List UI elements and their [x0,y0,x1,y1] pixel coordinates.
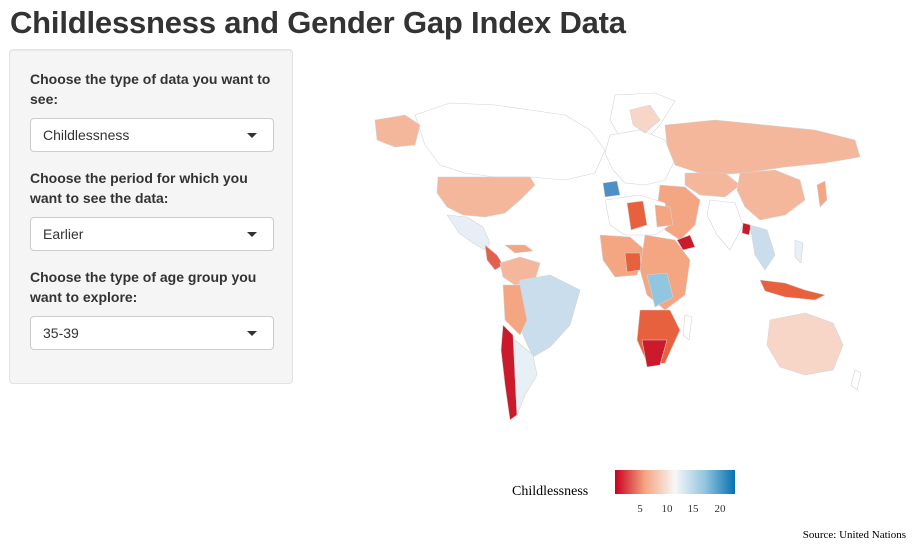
data-type-selected-value: Childlessness [43,127,130,143]
period-select[interactable]: Earlier [30,217,274,251]
period-selected-value: Earlier [43,226,84,242]
data-type-select[interactable]: Childlessness [30,118,274,152]
legend-tick-mark [667,494,668,498]
age-group-control: Choose the type of age group you want to… [30,267,280,350]
region-central-america[interactable] [484,244,504,271]
region-scandinavia[interactable] [629,104,661,134]
age-group-selected-value: 35-39 [43,325,79,341]
legend-tick-mark [693,494,694,498]
region-peru-bolivia[interactable] [502,284,528,336]
period-control: Choose the period for which you want to … [30,168,280,251]
region-yemen[interactable] [676,234,696,251]
region-canada[interactable] [414,102,606,181]
region-caribbean[interactable] [504,244,534,254]
page-title: Childlessness and Gender Gap Index Data [10,5,626,40]
region-indonesia[interactable] [759,279,826,301]
period-label: Choose the period for which you want to … [30,170,248,206]
region-india[interactable] [706,199,744,251]
region-mexico[interactable] [446,214,491,251]
sidebar-panel: Choose the type of data you want to see:… [9,49,293,384]
region-new-zealand[interactable] [850,369,862,391]
region-algeria[interactable] [626,200,648,231]
region-nigeria[interactable] [624,252,642,273]
legend-tick-label: 10 [661,503,673,515]
data-type-control: Choose the type of data you want to see:… [30,69,280,152]
age-group-label: Choose the type of age group you want to… [30,269,257,305]
region-usa[interactable] [436,176,536,218]
legend-tick-label: 15 [687,503,699,515]
region-argentina[interactable] [514,339,538,416]
caret-down-icon [247,133,257,138]
region-china[interactable] [736,169,806,221]
region-russia[interactable] [664,119,861,176]
data-type-label: Choose the type of data you want to see: [30,71,271,107]
legend-tick-mark [720,494,721,498]
region-europe[interactable] [604,129,676,186]
source-caption: Source: United Nations [802,529,906,541]
legend-tick-label: 5 [637,503,643,515]
legend-color-bar [615,470,735,494]
world-map[interactable] [355,85,895,430]
legend-title: Childlessness [512,484,589,499]
caret-down-icon [247,232,257,237]
region-madagascar[interactable] [682,314,693,341]
region-egypt[interactable] [654,204,674,228]
region-philippines[interactable] [794,239,804,264]
region-bangladesh[interactable] [741,222,752,236]
legend-tick-label: 20 [714,503,726,515]
region-australia[interactable] [766,312,844,376]
region-alaska[interactable] [374,114,421,148]
region-drc[interactable] [646,272,674,308]
legend-tick-mark [640,494,641,498]
region-south-africa[interactable] [641,339,668,368]
region-japan[interactable] [816,180,828,208]
region-spain[interactable] [602,180,621,198]
caret-down-icon [247,331,257,336]
region-chile[interactable] [500,324,518,421]
region-southeast-asia[interactable] [749,224,776,271]
map-legend: Childlessness 5 10 15 20 [512,468,752,518]
age-group-select[interactable]: 35-39 [30,316,274,350]
region-central-asia[interactable] [684,172,741,198]
